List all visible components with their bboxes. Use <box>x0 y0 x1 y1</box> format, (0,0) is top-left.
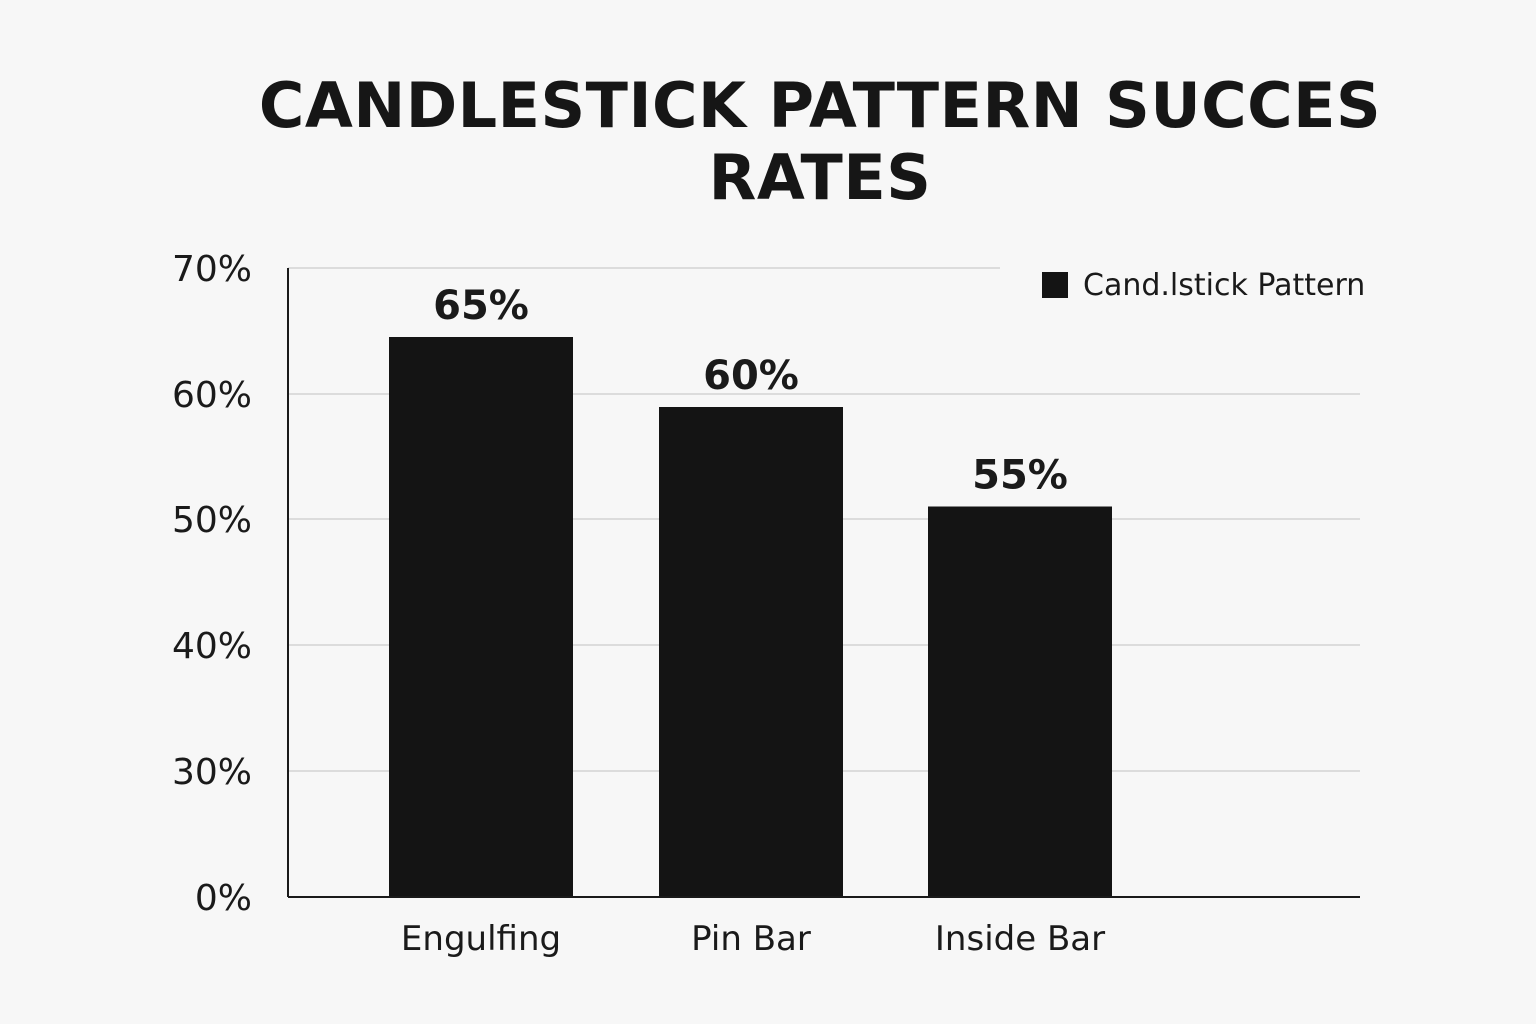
bar <box>928 506 1112 897</box>
y-tick-label: 50% <box>172 500 252 541</box>
legend-swatch <box>1042 272 1068 298</box>
y-tick-label: 60% <box>172 375 252 416</box>
y-tick-label: 40% <box>172 626 252 667</box>
y-tick-labels: 0% 30% 40% 50% 60% 70% <box>172 249 252 919</box>
bar <box>389 337 573 897</box>
y-tick-label: 70% <box>172 249 252 290</box>
x-tick-label: Engulfing <box>401 919 561 959</box>
x-tick-label: Inside Bar <box>935 919 1105 959</box>
y-tick-label: 30% <box>172 752 252 793</box>
bar <box>659 407 843 897</box>
data-label: 55% <box>972 453 1068 499</box>
x-tick-labels: Engulfing Pin Bar Inside Bar <box>401 919 1105 959</box>
legend: Cand.lstick Pattern <box>1042 268 1365 303</box>
data-label: 65% <box>433 283 529 329</box>
bars <box>389 337 1112 897</box>
data-label: 60% <box>703 353 799 399</box>
x-tick-label: Pin Bar <box>691 919 811 959</box>
chart-title: CANDLESTICK PATTERN SUCCES RATES <box>258 69 1382 214</box>
data-labels: 65% 60% 55% <box>433 283 1068 499</box>
axes <box>287 268 1360 898</box>
y-tick-label: 0% <box>195 878 252 919</box>
legend-label: Cand.lstick Pattern <box>1083 268 1365 303</box>
